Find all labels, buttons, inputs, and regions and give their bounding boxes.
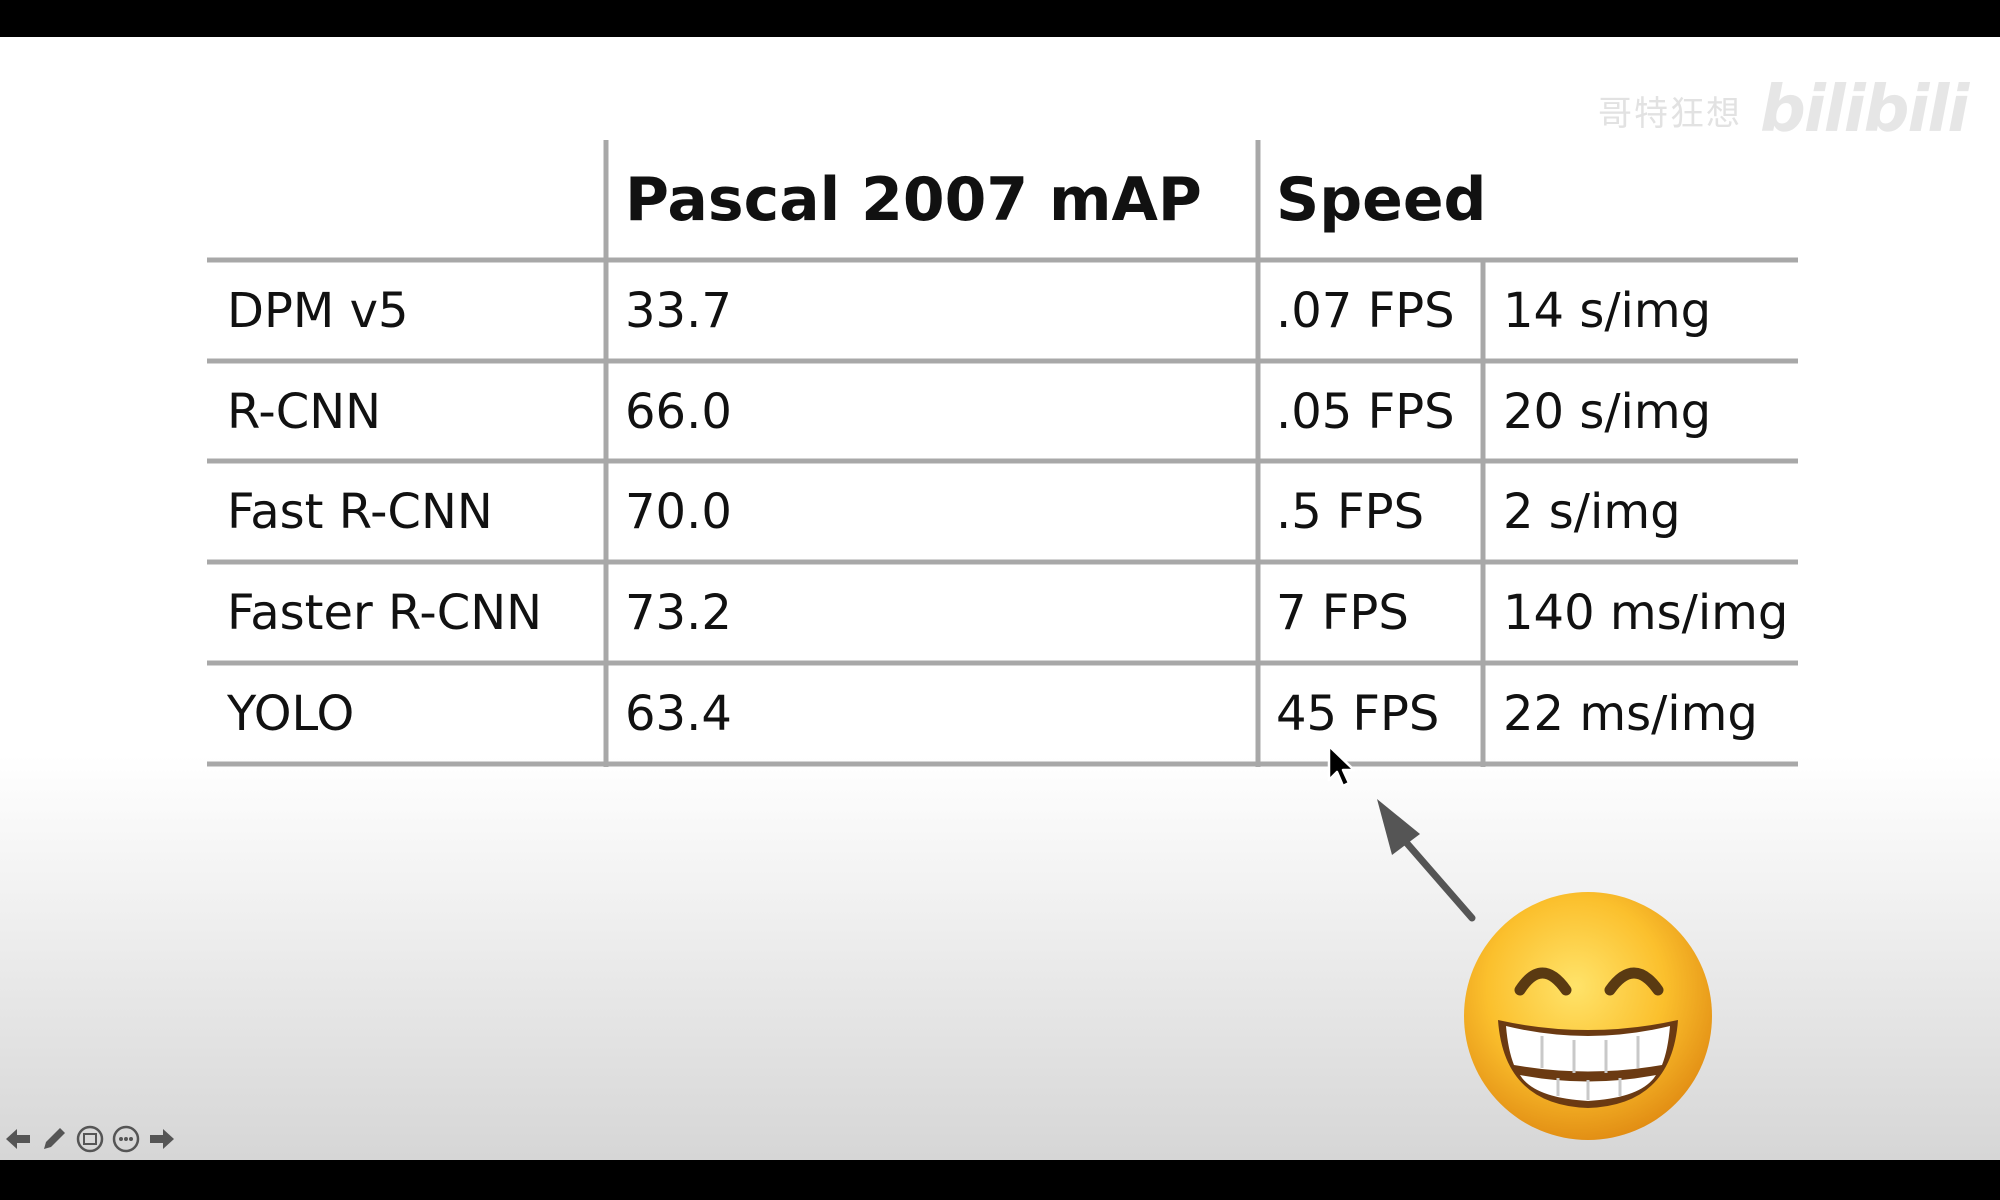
row-fps: .07 FPS <box>1276 283 1455 339</box>
row-latency: 2 s/img <box>1503 484 1681 540</box>
row-model: Faster R-CNN <box>227 585 543 641</box>
presentation-controls <box>4 1125 176 1153</box>
prev-icon[interactable] <box>4 1125 32 1153</box>
grinning-face-icon <box>1464 892 1712 1140</box>
row-fps: 45 FPS <box>1276 686 1440 742</box>
row-latency: 140 ms/img <box>1503 585 1789 641</box>
top-letterbox <box>0 0 2000 37</box>
more-icon[interactable] <box>112 1125 140 1153</box>
row-map: 70.0 <box>625 484 732 540</box>
row-model: R-CNN <box>227 384 382 440</box>
row-map: 66.0 <box>625 384 732 440</box>
row-fps: 7 FPS <box>1276 585 1409 641</box>
row-map: 73.2 <box>625 585 732 641</box>
watermark-text: 哥特狂想 <box>1598 93 1742 134</box>
watermark: 哥特狂想 bilibili <box>1598 73 1969 147</box>
row-latency: 14 s/img <box>1503 283 1712 339</box>
row-latency: 22 ms/img <box>1503 686 1758 742</box>
table-grid <box>207 140 1798 767</box>
pointer-arrow-icon <box>1377 799 1476 922</box>
next-icon[interactable] <box>148 1125 176 1153</box>
row-fps: .05 FPS <box>1276 384 1455 440</box>
pen-icon[interactable] <box>40 1125 68 1153</box>
row-model: YOLO <box>227 686 355 742</box>
row-map: 63.4 <box>625 686 732 742</box>
row-latency: 20 s/img <box>1503 384 1712 440</box>
row-fps: .5 FPS <box>1276 484 1425 540</box>
header-map: Pascal 2007 mAP <box>625 165 1202 235</box>
presentation-slide: 哥特狂想 bilibili Pascal 2007 mAP Speed DPM … <box>0 37 2000 1160</box>
header-speed: Speed <box>1276 165 1487 235</box>
row-map: 33.7 <box>625 283 732 339</box>
mouse-cursor-icon <box>1327 744 1356 788</box>
bottom-letterbox <box>0 1160 2000 1200</box>
slides-icon[interactable] <box>76 1125 104 1153</box>
bilibili-logo: bilibili <box>1760 73 1969 147</box>
row-model: DPM v5 <box>227 283 409 339</box>
row-model: Fast R-CNN <box>227 484 493 540</box>
